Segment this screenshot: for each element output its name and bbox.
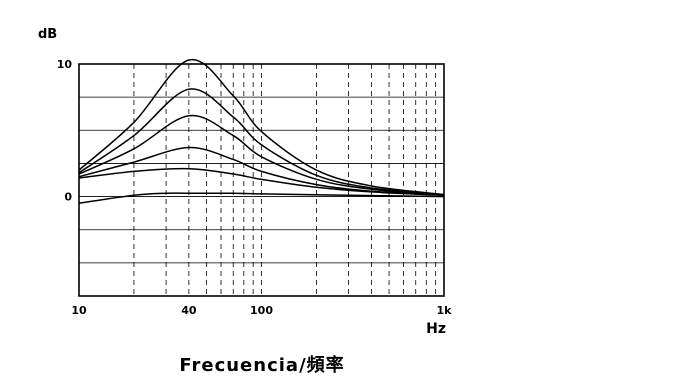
x-tick-label: 100 xyxy=(250,304,273,317)
x-tick-label: 1k xyxy=(437,304,453,317)
curve-6 xyxy=(78,58,445,196)
x-tick-label: 10 xyxy=(71,304,87,317)
curves xyxy=(78,58,445,204)
curve-5 xyxy=(78,88,445,196)
y-tick-label: 0 xyxy=(64,191,72,204)
curve-1 xyxy=(78,192,445,204)
curve-3 xyxy=(78,146,445,196)
grid xyxy=(79,64,444,296)
x-tick-label: 40 xyxy=(181,304,197,317)
y-tick-label: 10 xyxy=(57,58,73,71)
plot-frame xyxy=(78,63,445,297)
x-axis-title: Frecuencia/頻率 xyxy=(179,354,344,376)
x-axis-unit: Hz xyxy=(426,321,446,337)
curve-4 xyxy=(78,114,445,196)
y-axis-unit: dB xyxy=(38,27,57,42)
